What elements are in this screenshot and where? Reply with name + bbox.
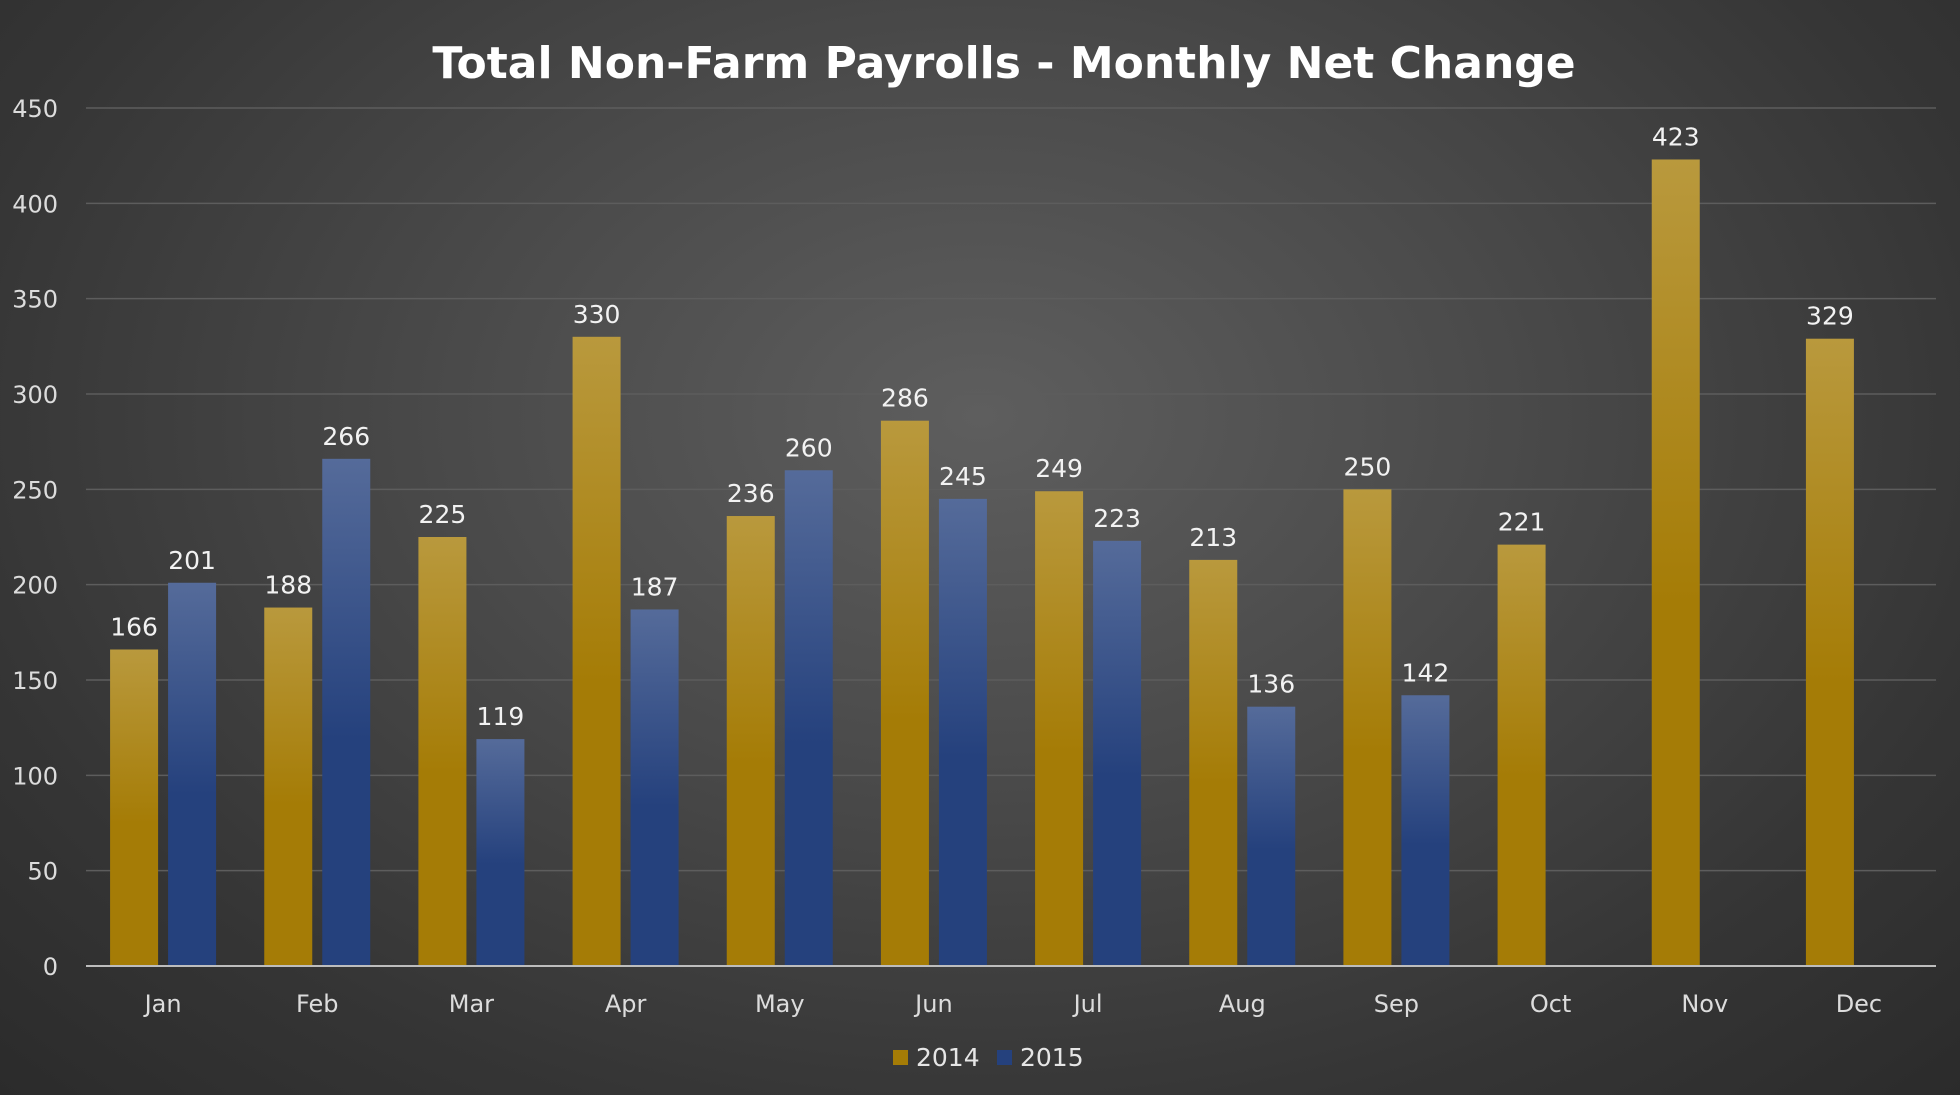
data-label-2014-Mar: 225 (419, 500, 467, 529)
data-label-2014-Oct: 221 (1498, 508, 1546, 537)
bar-2014-Aug (1189, 559, 1238, 966)
gridlines (86, 107, 1936, 872)
bar-2015-Jul (1093, 540, 1142, 966)
bar-2015-Feb (322, 458, 371, 966)
y-tick-label: 0 (43, 953, 58, 981)
data-label-2014-Feb: 188 (264, 571, 312, 600)
bar-2015-Sep (1401, 695, 1450, 966)
y-tick-label: 50 (27, 858, 58, 886)
legend-swatch-2015 (997, 1050, 1012, 1065)
x-tick-label-Dec: Dec (1836, 990, 1882, 1018)
bar-2015-Jan (168, 582, 217, 966)
data-label-2015-Jan: 201 (168, 546, 216, 575)
chart-title: Total Non-Farm Payrolls - Monthly Net Ch… (432, 38, 1575, 89)
y-tick-label: 200 (12, 572, 58, 600)
data-label-2014-Aug: 213 (1189, 523, 1237, 552)
x-tick-label-Sep: Sep (1374, 990, 1419, 1018)
y-tick-label: 300 (12, 381, 58, 409)
y-tick-label: 100 (12, 762, 58, 790)
bar-2014-Mar (418, 537, 467, 966)
y-axis-ticks: 0 50 100 150 200 250 300 350 400 450 (12, 95, 58, 981)
x-tick-label-Nov: Nov (1681, 990, 1728, 1018)
data-label-2015-Sep: 142 (1402, 658, 1450, 687)
bar-2014-Apr (572, 336, 621, 966)
data-label-2014-Jan: 166 (110, 612, 158, 641)
legend-swatch-2014 (893, 1050, 908, 1065)
x-tick-label-Jun: Jun (913, 990, 953, 1018)
legend-label-2015: 2015 (1020, 1043, 1084, 1072)
y-tick-label: 400 (12, 190, 58, 218)
y-tick-label: 250 (12, 476, 58, 504)
data-label-2014-Nov: 423 (1652, 122, 1700, 151)
x-axis-categories: Jan Feb Mar Apr May Jun Jul Aug Sep Oct Nov Dec (86, 965, 1936, 1018)
bar-2014-May (726, 516, 775, 966)
bar-2014-Oct (1497, 544, 1546, 966)
data-label-2015-Feb: 266 (322, 422, 370, 451)
bar-2014-Jun (880, 420, 929, 966)
legend-label-2014: 2014 (916, 1043, 980, 1072)
bar-2014-Jul (1035, 491, 1084, 966)
y-tick-label: 450 (12, 95, 58, 123)
x-tick-label-Feb: Feb (296, 990, 339, 1018)
data-label-2015-Apr: 187 (631, 572, 679, 601)
bar-2015-Mar (476, 739, 525, 966)
data-label-2015-Mar: 119 (477, 702, 525, 731)
data-label-2014-Sep: 250 (1344, 452, 1392, 481)
y-tick-label: 350 (12, 286, 58, 314)
bar-2015-Jun (938, 498, 987, 966)
bar-2014-Nov (1651, 159, 1700, 967)
data-label-2014-Jun: 286 (881, 384, 929, 413)
data-label-2015-May: 260 (785, 433, 833, 462)
bar-2014-Sep (1343, 489, 1392, 966)
x-tick-label-Apr: Apr (605, 990, 647, 1018)
x-tick-label-Jan: Jan (143, 990, 182, 1018)
x-tick-label-Mar: Mar (449, 990, 494, 1018)
x-tick-label-Jul: Jul (1072, 990, 1103, 1018)
bar-2014-Dec (1805, 338, 1854, 966)
bar-2015-Apr (630, 609, 679, 966)
data-label-2014-Jul: 249 (1035, 454, 1083, 483)
x-tick-label-Aug: Aug (1219, 990, 1266, 1018)
legend: 2014 2015 (893, 1043, 1084, 1072)
x-tick-label-Oct: Oct (1530, 990, 1572, 1018)
data-label-2014-Dec: 329 (1806, 302, 1854, 331)
data-labels: 166 201 188 266 225 119 330 187 236 260 286 245 249 2… (110, 122, 1854, 731)
bar-2015-May (784, 470, 833, 966)
bar-2014-Feb (264, 607, 313, 966)
data-label-2015-Jun: 245 (939, 462, 987, 491)
data-label-2015-Aug: 136 (1247, 670, 1295, 699)
x-tick-label-May: May (755, 990, 805, 1018)
bars (110, 159, 1854, 967)
data-label-2015-Jul: 223 (1093, 504, 1141, 533)
data-label-2014-May: 236 (727, 479, 775, 508)
bar-2014-Jan (110, 649, 159, 966)
y-tick-label: 150 (12, 667, 58, 695)
bar-2015-Aug (1247, 706, 1296, 966)
data-label-2014-Apr: 330 (573, 300, 621, 329)
